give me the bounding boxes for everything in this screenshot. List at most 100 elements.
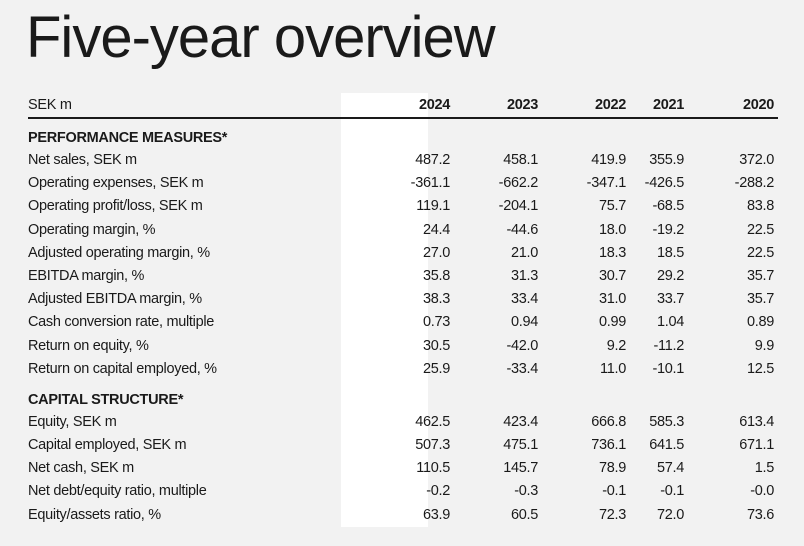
value-cell: 31.3	[510, 267, 538, 284]
row-label: EBITDA margin, %	[28, 267, 145, 284]
page-title: Five-year overview	[26, 5, 496, 70]
value-cell: -10.1	[652, 360, 684, 377]
value-cell: 671.1	[739, 437, 774, 454]
value-cell: 507.3	[415, 437, 450, 454]
value-cell: 57.4	[656, 460, 684, 477]
value-cell: -288.2	[734, 175, 775, 192]
value-cell: 30.7	[598, 267, 626, 284]
table-body: PERFORMANCE MEASURES* Net sales, SEK m 487…	[28, 127, 778, 527]
row-label: Equity/assets ratio, %	[28, 506, 161, 523]
value-cell: -0.0	[750, 483, 774, 500]
table-row: Adjusted EBITDA margin, % 38.3 33.4 31.0 33.…	[28, 288, 778, 311]
row-label: Capital employed, SEK m	[28, 437, 187, 454]
value-cell: 423.4	[503, 413, 538, 430]
value-cell: 35.7	[746, 291, 774, 308]
value-cell: 462.5	[415, 413, 450, 430]
value-cell: 18.0	[598, 221, 626, 238]
row-label: Operating profit/loss, SEK m	[28, 198, 203, 215]
value-cell: 72.3	[598, 506, 626, 523]
value-cell: 458.1	[503, 152, 538, 168]
value-cell: -426.5	[644, 175, 685, 192]
value-cell: -347.1	[586, 175, 627, 192]
value-cell: 11.0	[600, 360, 626, 377]
value-cell: 83.8	[746, 198, 774, 215]
value-cell: -361.1	[410, 175, 451, 192]
value-cell: 0.99	[598, 314, 626, 331]
year-header: 2022	[594, 97, 626, 113]
year-header: 2020	[742, 97, 774, 113]
overview-table: SEK m 2024 2023 2022 2021 2020 PERFORMAN…	[28, 93, 778, 527]
value-cell: 35.7	[746, 267, 774, 284]
value-cell: 21.0	[510, 244, 538, 261]
value-cell: 487.2	[415, 152, 450, 168]
unit-label: SEK m	[28, 97, 72, 113]
table-row: EBITDA margin, % 35.8 31.3 30.7 29.2 35.7	[28, 265, 778, 288]
row-label: Return on equity, %	[28, 337, 149, 354]
row-label: Adjusted EBITDA margin, %	[28, 291, 202, 308]
value-cell: -0.2	[426, 483, 450, 500]
value-cell: 72.0	[656, 506, 684, 523]
value-cell: -33.4	[506, 360, 538, 377]
value-cell: -0.1	[602, 483, 626, 500]
value-cell: 585.3	[649, 413, 684, 430]
year-header: 2021	[652, 97, 684, 113]
value-cell: -0.3	[514, 483, 538, 500]
table-row: Equity, SEK m 462.5 423.4 666.8 585.3 613.4	[28, 411, 778, 434]
value-cell: 641.5	[649, 437, 684, 454]
table-row: Capital employed, SEK m 507.3 475.1 736.1 64…	[28, 434, 778, 457]
row-label: Operating expenses, SEK m	[28, 175, 204, 192]
current-year-highlight	[341, 93, 428, 527]
row-label: Net cash, SEK m	[28, 460, 134, 477]
table-row: Adjusted operating margin, % 27.0 21.0 18.3…	[28, 242, 778, 265]
row-label: Operating margin, %	[28, 221, 156, 238]
value-cell: 613.4	[739, 413, 774, 430]
value-cell: 145.7	[503, 460, 538, 477]
section-heading-label: CAPITAL STRUCTURE*	[28, 391, 184, 408]
value-cell: 78.9	[598, 460, 626, 477]
value-cell: 38.3	[422, 291, 450, 308]
table-row: Equity/assets ratio, % 63.9 60.5 72.3 72.0 73…	[28, 504, 778, 527]
value-cell: 355.9	[649, 152, 684, 168]
value-cell: 1.04	[656, 314, 684, 331]
table-row: Return on equity, % 30.5 -42.0 9.2 -11.2 9.9	[28, 335, 778, 358]
value-cell: 25.9	[422, 360, 450, 377]
value-cell: -662.2	[498, 175, 539, 192]
value-cell: 60.5	[510, 506, 538, 523]
table-row: Net cash, SEK m 110.5 145.7 78.9 57.4 1.5	[28, 457, 778, 480]
value-cell: 18.5	[656, 244, 684, 261]
section-heading: PERFORMANCE MEASURES*	[28, 127, 778, 149]
table-header: SEK m 2024 2023 2022 2021 2020	[28, 93, 778, 119]
value-cell: 0.94	[510, 314, 538, 331]
table-row: Cash conversion rate, multiple 0.73 0.94 0.…	[28, 311, 778, 334]
row-label: Net sales, SEK m	[28, 152, 137, 168]
year-header: 2023	[506, 97, 538, 113]
value-cell: 22.5	[746, 221, 774, 238]
row-label: Return on capital employed, %	[28, 360, 217, 377]
table-row: Return on capital employed, % 25.9 -33.4 11…	[28, 358, 778, 381]
value-cell: 63.9	[422, 506, 450, 523]
value-cell: 22.5	[746, 244, 774, 261]
value-cell: -0.1	[660, 483, 684, 500]
value-cell: -44.6	[506, 221, 538, 238]
value-cell: -68.5	[652, 198, 684, 215]
value-cell: 736.1	[591, 437, 626, 454]
value-cell: -11.2	[653, 337, 685, 354]
value-cell: 119.1	[416, 198, 450, 215]
value-cell: 35.8	[422, 267, 450, 284]
value-cell: 75.7	[598, 198, 626, 215]
table-row: Net debt/equity ratio, multiple -0.2 -0.3 -…	[28, 480, 778, 503]
value-cell: 0.73	[422, 314, 450, 331]
value-cell: -19.2	[652, 221, 684, 238]
value-cell: 475.1	[503, 437, 538, 454]
value-cell: 666.8	[591, 413, 626, 430]
section-heading: CAPITAL STRUCTURE*	[28, 389, 778, 411]
value-cell: -204.1	[498, 198, 539, 215]
row-label: Cash conversion rate, multiple	[28, 314, 215, 331]
table-row: Operating profit/loss, SEK m 119.1 -204.1 7…	[28, 195, 778, 218]
value-cell: 372.0	[739, 152, 774, 168]
value-cell: -42.0	[506, 337, 538, 354]
table-row: Operating margin, % 24.4 -44.6 18.0 -19.2 22.…	[28, 219, 778, 242]
row-label: Adjusted operating margin, %	[28, 244, 210, 261]
table-row: Operating expenses, SEK m -361.1 -662.2 -34…	[28, 172, 778, 195]
value-cell: 419.9	[591, 152, 626, 168]
